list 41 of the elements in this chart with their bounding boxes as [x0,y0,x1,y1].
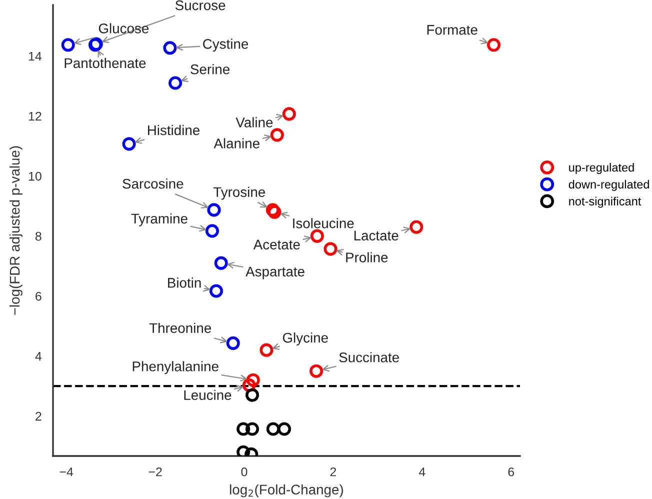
legend-label: up-regulated [569,162,634,174]
annotation: Tyramine [131,213,188,226]
y-tick-label: 10 [28,172,42,181]
annotation: Phenylalanine [132,361,218,374]
x-tick-label: −2 [148,467,162,476]
y-tick-label: 2 [36,412,42,421]
annotation: Succinate [339,352,399,362]
x-tick-label: 6 [508,467,514,476]
x-tick-label: 4 [418,468,426,476]
annotation: Sucrose [175,0,226,10]
annotation: Acetate [253,240,300,250]
annotation: Formate [427,25,478,35]
y-tick-label: 8 [35,232,42,241]
y-tick-label: 12 [28,112,42,121]
annotation: Valine [236,117,273,128]
annotation: Tyrosine [213,186,266,200]
annotation: Glycine [282,332,328,346]
annotation: Pantothenate [64,58,146,68]
y-tick-label: 6 [36,292,42,301]
y-tick-label: 14 [28,52,42,61]
annotation: Serine [190,64,230,74]
annotation: Histidine [148,124,200,136]
annotation: Isoleucine [293,218,354,228]
y-tick-label: 4 [35,352,42,361]
annotation: Alanine [214,138,260,148]
x-axis-title: log$_{2}$(Fold-Change) [230,484,343,498]
x-tick-label: 0 [241,467,248,476]
annotation: Biotin [168,278,201,288]
legend-label: not-significant [569,196,642,208]
annotation: Cystine [203,38,248,52]
y-axis-title: −log(FDR adjusted p-value) [9,146,22,315]
annotation: Aspartate [246,266,304,280]
annotation: Sarcosine [122,178,184,189]
x-tick-label: 2 [330,467,336,476]
x-tick-label: −4 [60,468,74,476]
annotation: Glucose [98,23,149,34]
annotation: Threonine [149,322,212,334]
annotation: Lactate [354,230,398,240]
annotation: Proline [346,252,388,262]
legend-label: down-regulated [568,180,649,191]
annotation: Leucine [184,390,232,400]
